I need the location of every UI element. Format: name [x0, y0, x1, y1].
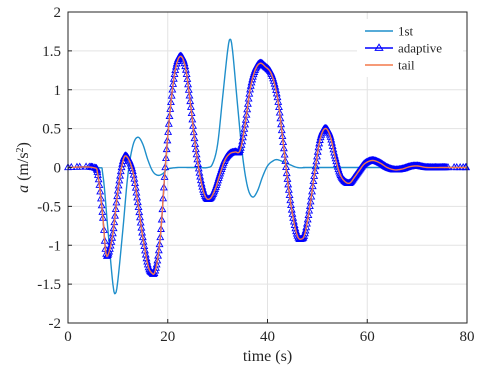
legend: 1st adaptive tail: [357, 19, 463, 77]
x-tick-label: 60: [360, 329, 375, 345]
series-line-tail: [67, 55, 468, 275]
legend-label-tail: tail: [398, 58, 415, 73]
adaptive-marker: [236, 145, 245, 154]
y-tick-label: -2: [49, 316, 62, 332]
series-layer: [64, 38, 471, 295]
x-tick-label: 40: [260, 329, 275, 345]
y-tick-label: -0.5: [37, 199, 61, 215]
x-axis-label: time (s): [243, 348, 292, 365]
adaptive-marker: [444, 162, 452, 171]
y-tick-label: -1.5: [37, 277, 61, 293]
y-tick-label: 1.5: [42, 44, 61, 60]
y-axis-label-exponent: 2: [15, 147, 26, 152]
adaptive-marker: [121, 151, 130, 159]
y-tick-label: 1: [54, 83, 62, 99]
legend-label-1st: 1st: [398, 24, 414, 39]
y-tick-label: -1: [49, 238, 62, 254]
y-axis-label-close: ): [15, 142, 32, 147]
y-axis-label-variable: a: [15, 185, 32, 193]
x-tick-label: 80: [460, 329, 475, 345]
adaptive-marker: [462, 162, 471, 171]
y-axis-label-unit: (m/s: [15, 152, 32, 184]
legend-marker-adaptive: [374, 43, 384, 51]
y-tick-label: 0.5: [42, 122, 61, 138]
x-tick-label: 20: [160, 329, 175, 345]
legend-label-adaptive: adaptive: [398, 41, 442, 56]
x-tick-label: 0: [64, 329, 72, 345]
y-tick-label: 2: [54, 5, 62, 21]
y-axis-label: a (m/s2): [15, 142, 33, 193]
y-tick-label: 0: [54, 161, 62, 177]
adaptive-marker: [212, 180, 221, 188]
ticks: 0 20 40 60 80 -2 -1.5 -1 -0.5 0 0.5 1 1.5 2: [37, 5, 474, 345]
